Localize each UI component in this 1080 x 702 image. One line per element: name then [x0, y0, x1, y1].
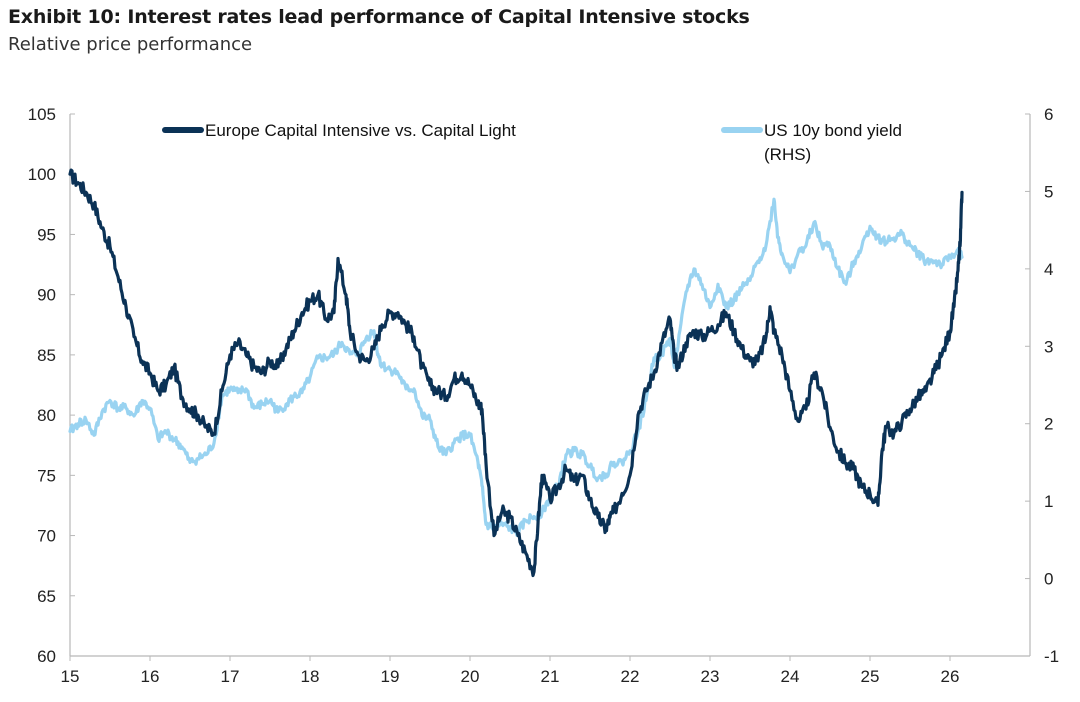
- right-tick-label: 1: [1044, 492, 1053, 511]
- right-tick-label: 0: [1044, 570, 1053, 589]
- x-tick-label: 25: [861, 667, 880, 686]
- left-tick-label: 90: [37, 286, 56, 305]
- chart-subtitle: Relative price performance: [8, 34, 253, 55]
- legend-label-line: (RHS): [764, 145, 811, 164]
- x-tick-label: 15: [61, 667, 80, 686]
- right-tick-label: -1: [1044, 647, 1059, 666]
- x-tick-label: 19: [381, 667, 400, 686]
- right-tick-label: 4: [1044, 260, 1053, 279]
- left-tick-label: 105: [28, 105, 56, 124]
- left-tick-label: 75: [37, 466, 56, 485]
- series-line-capital-intensive: [68, 168, 964, 578]
- x-tick-label: 20: [461, 667, 480, 686]
- left-tick-label: 80: [37, 406, 56, 425]
- series-layer: [68, 168, 964, 578]
- left-tick-label: 95: [37, 225, 56, 244]
- legend-label-capital-intensive: Europe Capital Intensive vs. Capital Lig…: [205, 121, 516, 140]
- left-tick-label: 100: [28, 165, 56, 184]
- x-tick-label: 26: [941, 667, 960, 686]
- legend: Europe Capital Intensive vs. Capital Lig…: [162, 121, 902, 164]
- x-tick-label: 17: [221, 667, 240, 686]
- right-tick-label: 5: [1044, 182, 1053, 201]
- left-tick-label: 60: [37, 647, 56, 666]
- right-tick-label: 2: [1044, 415, 1053, 434]
- left-tick-label: 70: [37, 527, 56, 546]
- x-tick-label: 21: [541, 667, 560, 686]
- x-tick-label: 23: [701, 667, 720, 686]
- left-tick-label: 65: [37, 587, 56, 606]
- series-line-us-10y-yield: [68, 197, 964, 537]
- x-tick-label: 24: [781, 667, 800, 686]
- left-tick-label: 85: [37, 346, 56, 365]
- legend-label-us-10y-yield: US 10y bond yield (RHS): [764, 121, 902, 164]
- chart-title: Exhibit 10: Interest rates lead performa…: [8, 6, 750, 28]
- right-tick-label: 6: [1044, 105, 1053, 124]
- legend-label-line: US 10y bond yield: [764, 121, 902, 140]
- x-tick-label: 18: [301, 667, 320, 686]
- right-tick-label: 3: [1044, 337, 1053, 356]
- x-tick-label: 16: [141, 667, 160, 686]
- x-tick-label: 22: [621, 667, 640, 686]
